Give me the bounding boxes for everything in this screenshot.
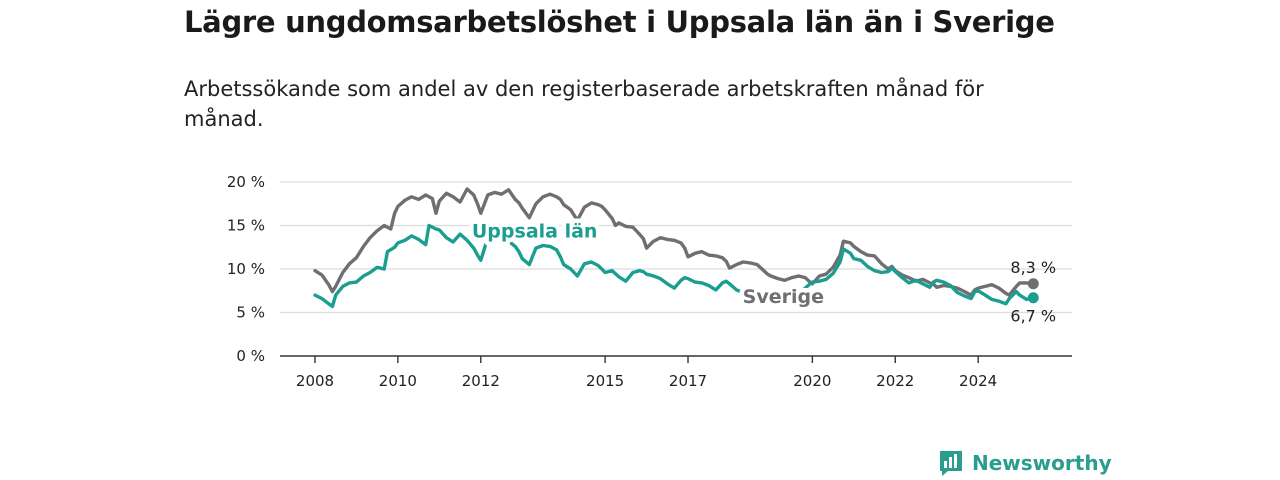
y-tick-label: 20 % [227, 173, 265, 191]
x-tick-label: 2020 [793, 372, 831, 390]
bar-chart-logo-icon [940, 451, 962, 476]
x-tick-label: 2015 [586, 372, 624, 390]
series-label: Uppsala län [472, 221, 598, 243]
x-tick-label: 2010 [379, 372, 417, 390]
x-tick-label: 2017 [669, 372, 707, 390]
series-end-label: 8,3 % [1010, 258, 1056, 277]
y-tick-label: 5 % [236, 304, 265, 322]
brand-name: Newsworthy [972, 451, 1112, 475]
series-label-halo: Sverige [743, 286, 824, 308]
x-tick-label: 2008 [296, 372, 334, 390]
series-end-point [1027, 278, 1039, 290]
brand-logo: Newsworthy [938, 448, 1112, 478]
y-tick-label: 10 % [227, 260, 265, 278]
chart-subtitle: Arbetssökande som andel av den registerb… [184, 77, 984, 131]
chart-title: Lägre ungdomsarbetslöshet i Uppsala län … [184, 5, 1055, 39]
series-label: Sverige [743, 286, 824, 308]
y-tick-label: 0 % [236, 347, 265, 365]
series-end-point [1027, 292, 1039, 304]
y-tick-label: 15 % [227, 217, 265, 235]
series-end-label: 6,7 % [1010, 307, 1056, 326]
x-tick-label: 2024 [959, 372, 997, 390]
x-tick-label: 2022 [876, 372, 914, 390]
series-label-halo: Uppsala län [472, 221, 598, 243]
series-line [313, 223, 1035, 309]
x-tick-label: 2012 [462, 372, 500, 390]
